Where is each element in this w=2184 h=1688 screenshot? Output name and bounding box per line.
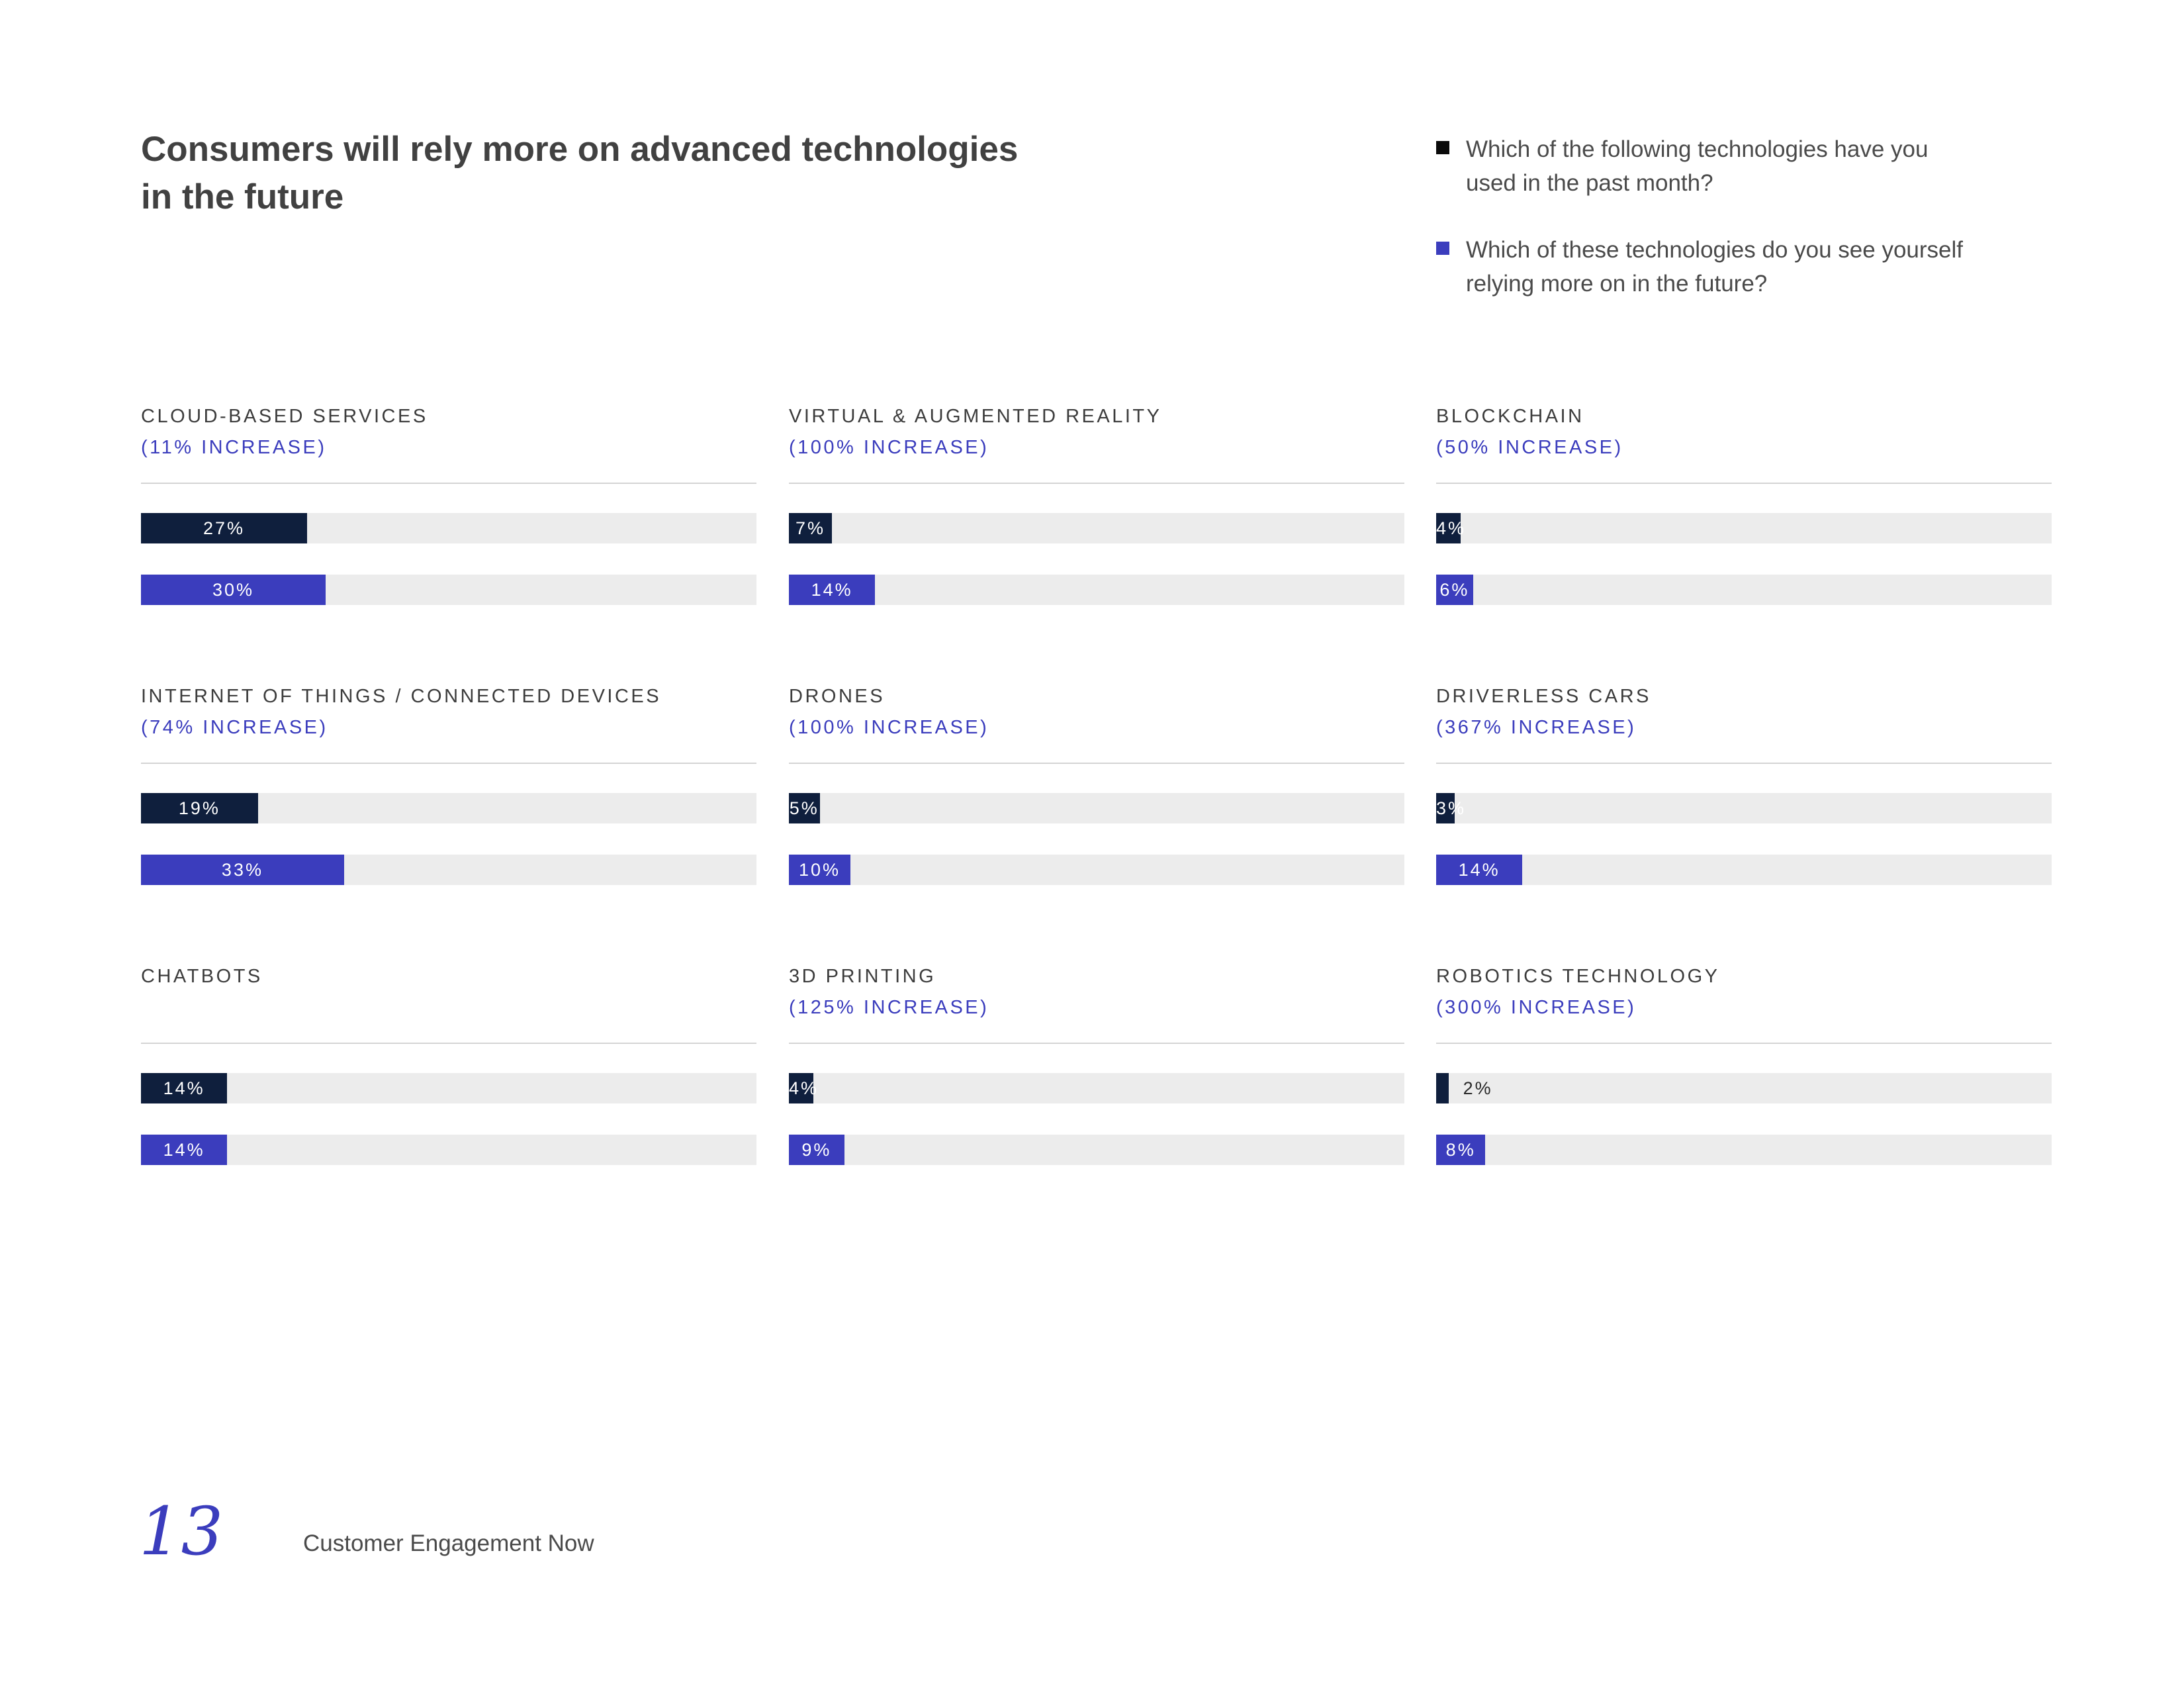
panel-divider <box>1436 483 2052 484</box>
bar-past-drones <box>789 793 820 823</box>
bar-future-driverless-cars <box>1436 855 1523 885</box>
bar-past-internet-of-things-connected-devices <box>141 793 258 823</box>
panel-label-blockchain: BLOCKCHAIN <box>1436 406 1584 427</box>
bar-track-future-cloud-based-services: 30% <box>141 575 756 605</box>
data-label-future-3d-printing: 9% <box>801 1140 832 1160</box>
panel-increase-blockchain: (50% INCREASE) <box>1436 437 1623 458</box>
legend-item-future: Which of these technologies do you see y… <box>1436 233 2085 301</box>
data-label-past-blockchain: 4% <box>1436 518 1467 538</box>
bar-track-past-drones: 5% <box>789 793 1404 823</box>
bar-track-future-virtual-augmented-reality: 14% <box>789 575 1404 605</box>
panel-label-cloud-based-services: CLOUD-BASED SERVICES <box>141 406 428 427</box>
panel-divider <box>789 763 1404 764</box>
bar-track-future-chatbots: 14% <box>141 1135 756 1165</box>
bar-track-past-blockchain: 4% <box>1436 513 2052 543</box>
data-label-future-internet-of-things-connected-devices: 33% <box>221 860 263 880</box>
panel-divider <box>789 1043 1404 1044</box>
bar-track-past-cloud-based-services: 27% <box>141 513 756 543</box>
bar-track-past-3d-printing: 4% <box>789 1073 1404 1103</box>
panel-label-chatbots: CHATBOTS <box>141 966 263 987</box>
data-label-future-robotics-technology: 8% <box>1445 1140 1476 1160</box>
panel-increase-cloud-based-services: (11% INCREASE) <box>141 437 327 458</box>
data-label-past-drones: 5% <box>789 798 819 818</box>
legend-item-past: Which of the following technologies have… <box>1436 132 2085 200</box>
panel-label-robotics-technology: ROBOTICS TECHNOLOGY <box>1436 966 1720 987</box>
legend-swatch-future <box>1436 242 1449 255</box>
bar-future-virtual-augmented-reality <box>789 575 876 605</box>
panel-label-3d-printing: 3D PRINTING <box>789 966 936 987</box>
bar-past-3d-printing <box>789 1073 814 1103</box>
bar-track-future-drones: 10% <box>789 855 1404 885</box>
panel-label-drones: DRONES <box>789 686 886 707</box>
bar-track-future-internet-of-things-connected-devices: 33% <box>141 855 756 885</box>
title-line-1: Consumers will rely more on advanced tec… <box>141 130 1019 169</box>
data-label-past-3d-printing: 4% <box>789 1078 819 1098</box>
data-label-past-driverless-cars: 3% <box>1436 798 1467 818</box>
bar-track-past-robotics-technology: 2% <box>1436 1073 2052 1103</box>
bar-future-3d-printing <box>789 1135 844 1165</box>
data-label-future-virtual-augmented-reality: 14% <box>811 580 853 600</box>
bar-track-future-robotics-technology: 8% <box>1436 1135 2052 1165</box>
data-label-past-robotics-technology: 2% <box>1463 1078 1493 1098</box>
chart-legend: Which of the following technologies have… <box>1436 132 2085 334</box>
legend-text-past-line2: used in the past month? <box>1466 170 1713 196</box>
data-label-future-cloud-based-services: 30% <box>212 580 255 600</box>
bar-track-past-virtual-augmented-reality: 7% <box>789 513 1404 543</box>
bar-track-past-driverless-cars: 3% <box>1436 793 2052 823</box>
panel-divider <box>141 483 756 484</box>
bar-past-driverless-cars <box>1436 793 1455 823</box>
bar-past-virtual-augmented-reality <box>789 513 833 543</box>
data-label-past-internet-of-things-connected-devices: 19% <box>178 798 220 818</box>
bar-track-future-3d-printing: 9% <box>789 1135 1404 1165</box>
panel-label-internet-of-things-connected-devices: INTERNET OF THINGS / CONNECTED DEVICES <box>141 686 662 707</box>
data-label-past-cloud-based-services: 27% <box>203 518 246 538</box>
data-label-past-chatbots: 14% <box>163 1078 205 1098</box>
panel-divider <box>1436 763 2052 764</box>
panel-increase-robotics-technology: (300% INCREASE) <box>1436 997 1637 1018</box>
page-title: Consumers will rely more on advanced tec… <box>141 126 1101 221</box>
panel-increase-driverless-cars: (367% INCREASE) <box>1436 717 1637 738</box>
bar-future-robotics-technology <box>1436 1135 1486 1165</box>
data-label-future-driverless-cars: 14% <box>1458 860 1500 880</box>
panel-label-virtual-augmented-reality: VIRTUAL & AUGMENTED REALITY <box>789 406 1162 427</box>
footer-title: Customer Engagement Now <box>303 1530 594 1556</box>
panel-increase-3d-printing: (125% INCREASE) <box>789 997 989 1018</box>
legend-swatch-past <box>1436 141 1449 154</box>
panel-increase-virtual-augmented-reality: (100% INCREASE) <box>789 437 989 458</box>
bar-future-cloud-based-services <box>141 575 326 605</box>
page-number: 13 <box>139 1493 224 1570</box>
panel-divider <box>141 763 756 764</box>
data-label-future-chatbots: 14% <box>163 1140 205 1160</box>
bar-future-internet-of-things-connected-devices <box>141 855 344 885</box>
bar-past-blockchain <box>1436 513 1461 543</box>
panel-increase-internet-of-things-connected-devices: (74% INCREASE) <box>141 717 328 738</box>
bar-track-past-internet-of-things-connected-devices: 19% <box>141 793 756 823</box>
panel-divider <box>141 1043 756 1044</box>
legend-text-past-line1: Which of the following technologies have… <box>1466 136 1929 162</box>
legend-text-future-line1: Which of these technologies do you see y… <box>1466 237 1963 263</box>
bar-future-drones <box>789 855 850 885</box>
bar-future-blockchain <box>1436 575 1473 605</box>
data-label-future-blockchain: 6% <box>1439 580 1470 600</box>
bar-track-future-driverless-cars: 14% <box>1436 855 2052 885</box>
panel-divider <box>1436 1043 2052 1044</box>
panel-increase-drones: (100% INCREASE) <box>789 717 989 738</box>
title-line-2: in the future <box>141 177 344 216</box>
bar-track-future-blockchain: 6% <box>1436 575 2052 605</box>
panel-label-driverless-cars: DRIVERLESS CARS <box>1436 686 1651 707</box>
data-label-future-drones: 10% <box>798 860 841 880</box>
data-label-past-virtual-augmented-reality: 7% <box>796 518 826 538</box>
bar-past-chatbots <box>141 1073 228 1103</box>
legend-text-future-line2: relying more on in the future? <box>1466 271 1768 297</box>
bar-past-robotics-technology <box>1436 1073 1449 1103</box>
bar-past-cloud-based-services <box>141 513 308 543</box>
panel-divider <box>789 483 1404 484</box>
bar-future-chatbots <box>141 1135 228 1165</box>
bar-track-past-chatbots: 14% <box>141 1073 756 1103</box>
